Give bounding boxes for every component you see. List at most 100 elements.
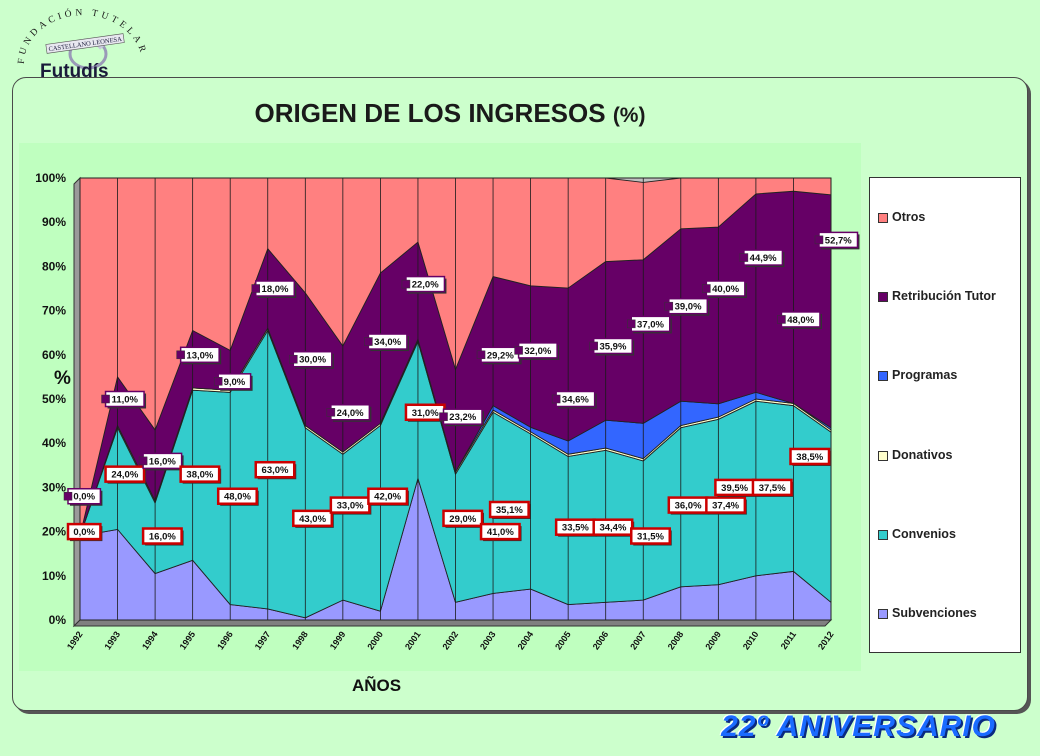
y-tick-label: 50% [42, 392, 66, 406]
data-label: 37,0% [637, 319, 664, 330]
data-label: 37,5% [759, 483, 786, 494]
x-tick-label: 2001 [403, 629, 423, 651]
plot-floor [72, 619, 833, 627]
data-label-marker [439, 412, 448, 421]
chart-title: ORIGEN DE LOS INGRESOS (%) [0, 98, 900, 129]
data-label: 39,5% [721, 483, 748, 494]
x-tick-label: 2012 [816, 629, 836, 651]
data-label-marker [101, 394, 110, 404]
data-label: 34,0% [374, 337, 401, 348]
data-label-marker [627, 319, 636, 329]
futudis-logo: FUNDACIÓN TUTELAR CASTELLANO LEONESA Fut… [17, 8, 145, 80]
legend-item-otros: Otros [878, 210, 925, 224]
data-label-box [789, 447, 831, 466]
data-label: 48,0% [787, 315, 814, 326]
data-label-box [705, 496, 747, 514]
legend-swatch-retribucion-tutor [878, 291, 888, 302]
data-label-marker [702, 284, 711, 293]
x-tick-label: 2004 [516, 629, 536, 651]
data-label: 33,5% [562, 523, 589, 534]
legend-swatch-convenios [878, 529, 888, 540]
data-label-marker [739, 253, 749, 262]
data-label: 41,0% [487, 527, 514, 538]
data-label: 22,0% [412, 280, 439, 291]
y-tick-label: 20% [42, 525, 66, 539]
x-tick-label: 2000 [365, 629, 385, 651]
data-label: 13,0% [186, 350, 213, 361]
data-label: 33,0% [337, 501, 364, 512]
data-label: 37,4% [712, 501, 739, 512]
data-label-marker [213, 377, 223, 386]
x-tick-label: 2006 [591, 629, 611, 651]
x-tick-label: 1992 [65, 629, 85, 651]
data-label: 29,0% [449, 514, 476, 525]
data-label: 24,0% [111, 470, 138, 481]
chart-title-main: ORIGEN DE LOS INGRESOS [254, 98, 606, 128]
x-tick-label: 1996 [215, 629, 235, 651]
data-label: 36,0% [675, 501, 702, 512]
data-label: 31,5% [637, 532, 664, 543]
x-tick-label: 1997 [253, 629, 273, 651]
data-label: 48,0% [224, 492, 251, 503]
legend-label-convenios: Convenios [892, 527, 956, 541]
chart-legend: Otros Retribución Tutor Programas Donati… [869, 177, 1021, 653]
legend-label-otros: Otros [892, 210, 926, 224]
logo-arc-text: FUNDACIÓN TUTELAR [17, 8, 145, 64]
data-label-box [141, 527, 183, 545]
y-tick-label: 80% [42, 259, 66, 273]
data-label: 24,0% [337, 408, 364, 419]
y-tick-label: 60% [42, 348, 66, 362]
chart-title-suffix: (%) [612, 104, 646, 127]
legend-swatch-otros [878, 212, 888, 223]
data-label-box [442, 509, 484, 528]
data-label-box [488, 500, 530, 519]
y-axis-label: % [54, 368, 71, 389]
data-label: 39,0% [675, 302, 702, 313]
logo-name: Futudís [40, 61, 109, 80]
data-label-marker [289, 354, 298, 364]
data-label: 34,4% [599, 523, 626, 534]
legend-label-retribucion-tutor: Retribución Tutor [892, 289, 996, 303]
data-label-box [104, 465, 146, 483]
x-tick-label: 1993 [103, 629, 123, 651]
data-label: 43,0% [299, 514, 326, 525]
data-label: 35,1% [496, 505, 523, 516]
data-label-box [479, 522, 521, 541]
data-label-box [179, 465, 221, 483]
x-tick-label: 1998 [290, 629, 310, 651]
data-label-marker [777, 315, 786, 324]
data-label: 63,0% [262, 465, 289, 476]
data-label: 52,7% [825, 235, 852, 246]
data-label: 38,5% [796, 452, 823, 463]
x-tick-label: 2003 [478, 629, 498, 651]
data-label: 32,0% [524, 346, 551, 357]
data-label: 16,0% [149, 456, 176, 467]
legend-item-convenios: Convenios [878, 527, 956, 541]
data-label-box [630, 527, 671, 545]
data-label-marker [476, 350, 486, 360]
y-tick-label: 40% [42, 436, 66, 450]
stacked-area-chart: 0% 10% 20% 30% 40% 50% 60% 70% 80% 90% 100% 1992 199… [35, 171, 860, 652]
data-label-marker [176, 350, 185, 360]
data-label-box [329, 496, 371, 514]
legend-swatch-programas [878, 370, 888, 381]
legend-item-programas: Programas [878, 368, 957, 382]
data-label-marker [364, 337, 373, 346]
data-label: 34,6% [562, 395, 589, 406]
data-label-marker [551, 394, 561, 404]
data-label: 40,0% [712, 284, 739, 295]
legend-label-subvenciones: Subvenciones [892, 606, 977, 620]
data-label-marker [664, 301, 674, 311]
legend-item-retribucion-tutor: Retribución Tutor [878, 289, 996, 303]
y-tick-label: 10% [42, 569, 66, 583]
data-label-marker [514, 346, 523, 355]
data-label-marker [814, 235, 824, 245]
data-label: 31,0% [412, 408, 439, 419]
data-label: 23,2% [449, 412, 476, 423]
legend-label-donativos: Donativos [892, 448, 953, 462]
x-tick-label: 2010 [741, 629, 761, 651]
data-label-marker [326, 408, 336, 417]
data-label: 18,0% [262, 284, 289, 295]
data-label-marker [138, 456, 148, 466]
plot-frame [79, 177, 832, 621]
